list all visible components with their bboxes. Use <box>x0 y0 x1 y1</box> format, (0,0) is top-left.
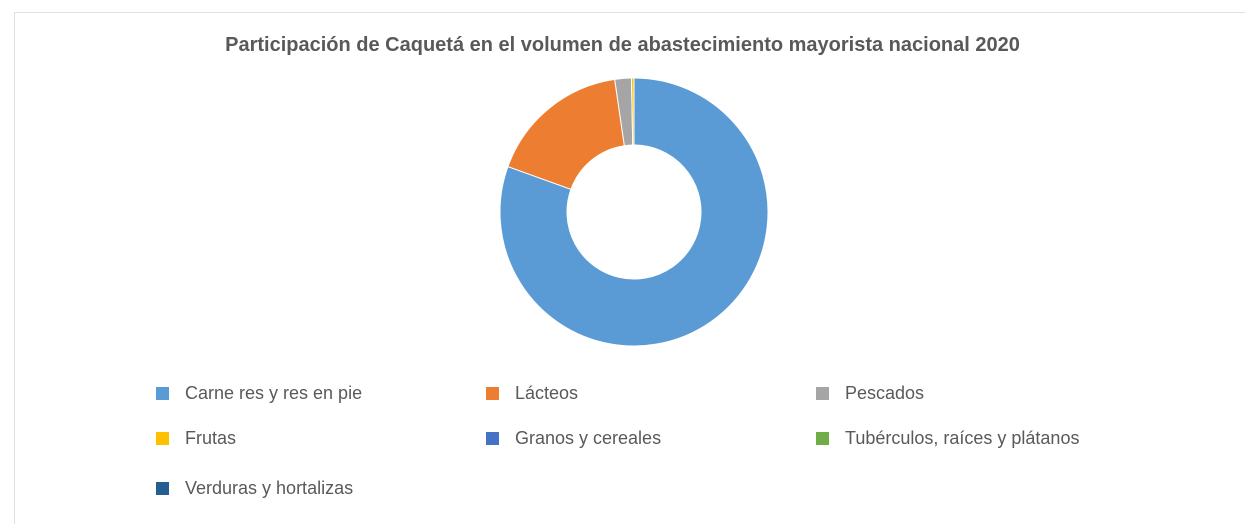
legend-item-carne: Carne res y res en pie <box>156 381 362 405</box>
legend-swatch-verduras <box>156 481 169 495</box>
legend-label-carne: Carne res y res en pie <box>185 382 363 403</box>
legend-swatch-pescados <box>816 386 829 400</box>
legend-swatch-tuberculos <box>816 431 829 445</box>
legend-label-tuberculos: Tubérculos, raíces y plátanos <box>845 427 1080 448</box>
legend-item-granos: Granos y cereales <box>486 426 661 450</box>
legend-label-frutas: Frutas <box>185 427 237 448</box>
legend-label-verduras: Verduras y hortalizas <box>185 477 354 498</box>
chart-title: Participación de Caquetá en el volumen d… <box>225 34 1020 56</box>
legend-item-lacteos: Lácteos <box>486 381 578 405</box>
donut-slice-carne <box>499 77 769 347</box>
donut-slice-lacteos <box>507 78 625 190</box>
legend-item-frutas: Frutas <box>156 426 236 450</box>
legend-swatch-frutas <box>156 431 169 445</box>
legend-item-verduras: Verduras y hortalizas <box>156 476 353 500</box>
legend-item-tuberculos: Tubérculos, raíces y plátanos <box>816 426 1079 450</box>
legend-label-pescados: Pescados <box>845 382 925 403</box>
legend-swatch-carne <box>156 386 169 400</box>
legend-swatch-granos <box>486 431 499 445</box>
donut-slice-frutas <box>630 77 635 146</box>
legend-label-lacteos: Lácteos <box>515 382 579 403</box>
legend-item-pescados: Pescados <box>816 381 924 405</box>
legend-label-granos: Granos y cereales <box>515 427 662 448</box>
legend-swatch-lacteos <box>486 386 499 400</box>
